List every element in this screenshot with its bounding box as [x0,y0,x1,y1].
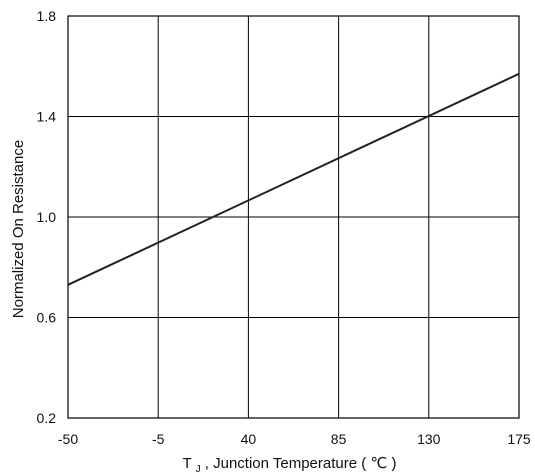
x-tick-labels: -50 -5 40 85 130 175 [58,431,531,447]
x-tick-label: 175 [507,431,531,447]
x-tick-label: 85 [331,431,347,447]
x-tick-label: -5 [152,431,165,447]
x-axis-label-unit: ℃ [370,454,387,472]
x-tick-label: 130 [417,431,441,447]
x-tick-label: 40 [241,431,257,447]
x-axis-label-close: ) [391,455,396,472]
y-tick-label: 1.0 [37,209,57,225]
series-layer [67,72,520,286]
y-tick-label: 0.2 [37,410,57,426]
x-axis-label-main: T [183,455,192,472]
y-axis-label: Normalized On Resistance [10,140,27,318]
plot-frame [67,15,520,419]
y-tick-labels: 0.2 0.6 1.0 1.4 1.8 [37,8,57,426]
x-axis-label-subscript: J [196,464,201,473]
y-tick-label: 0.6 [37,310,57,326]
y-tick-label: 1.8 [37,8,57,24]
grid [67,15,520,419]
y-tick-label: 1.4 [37,109,57,125]
x-tick-label: -50 [58,431,78,447]
x-axis-label-rest: , Junction Temperature ( [205,455,366,472]
series-line [67,72,520,286]
x-axis-label: T J , Junction Temperature ( ℃ ) [183,454,397,473]
